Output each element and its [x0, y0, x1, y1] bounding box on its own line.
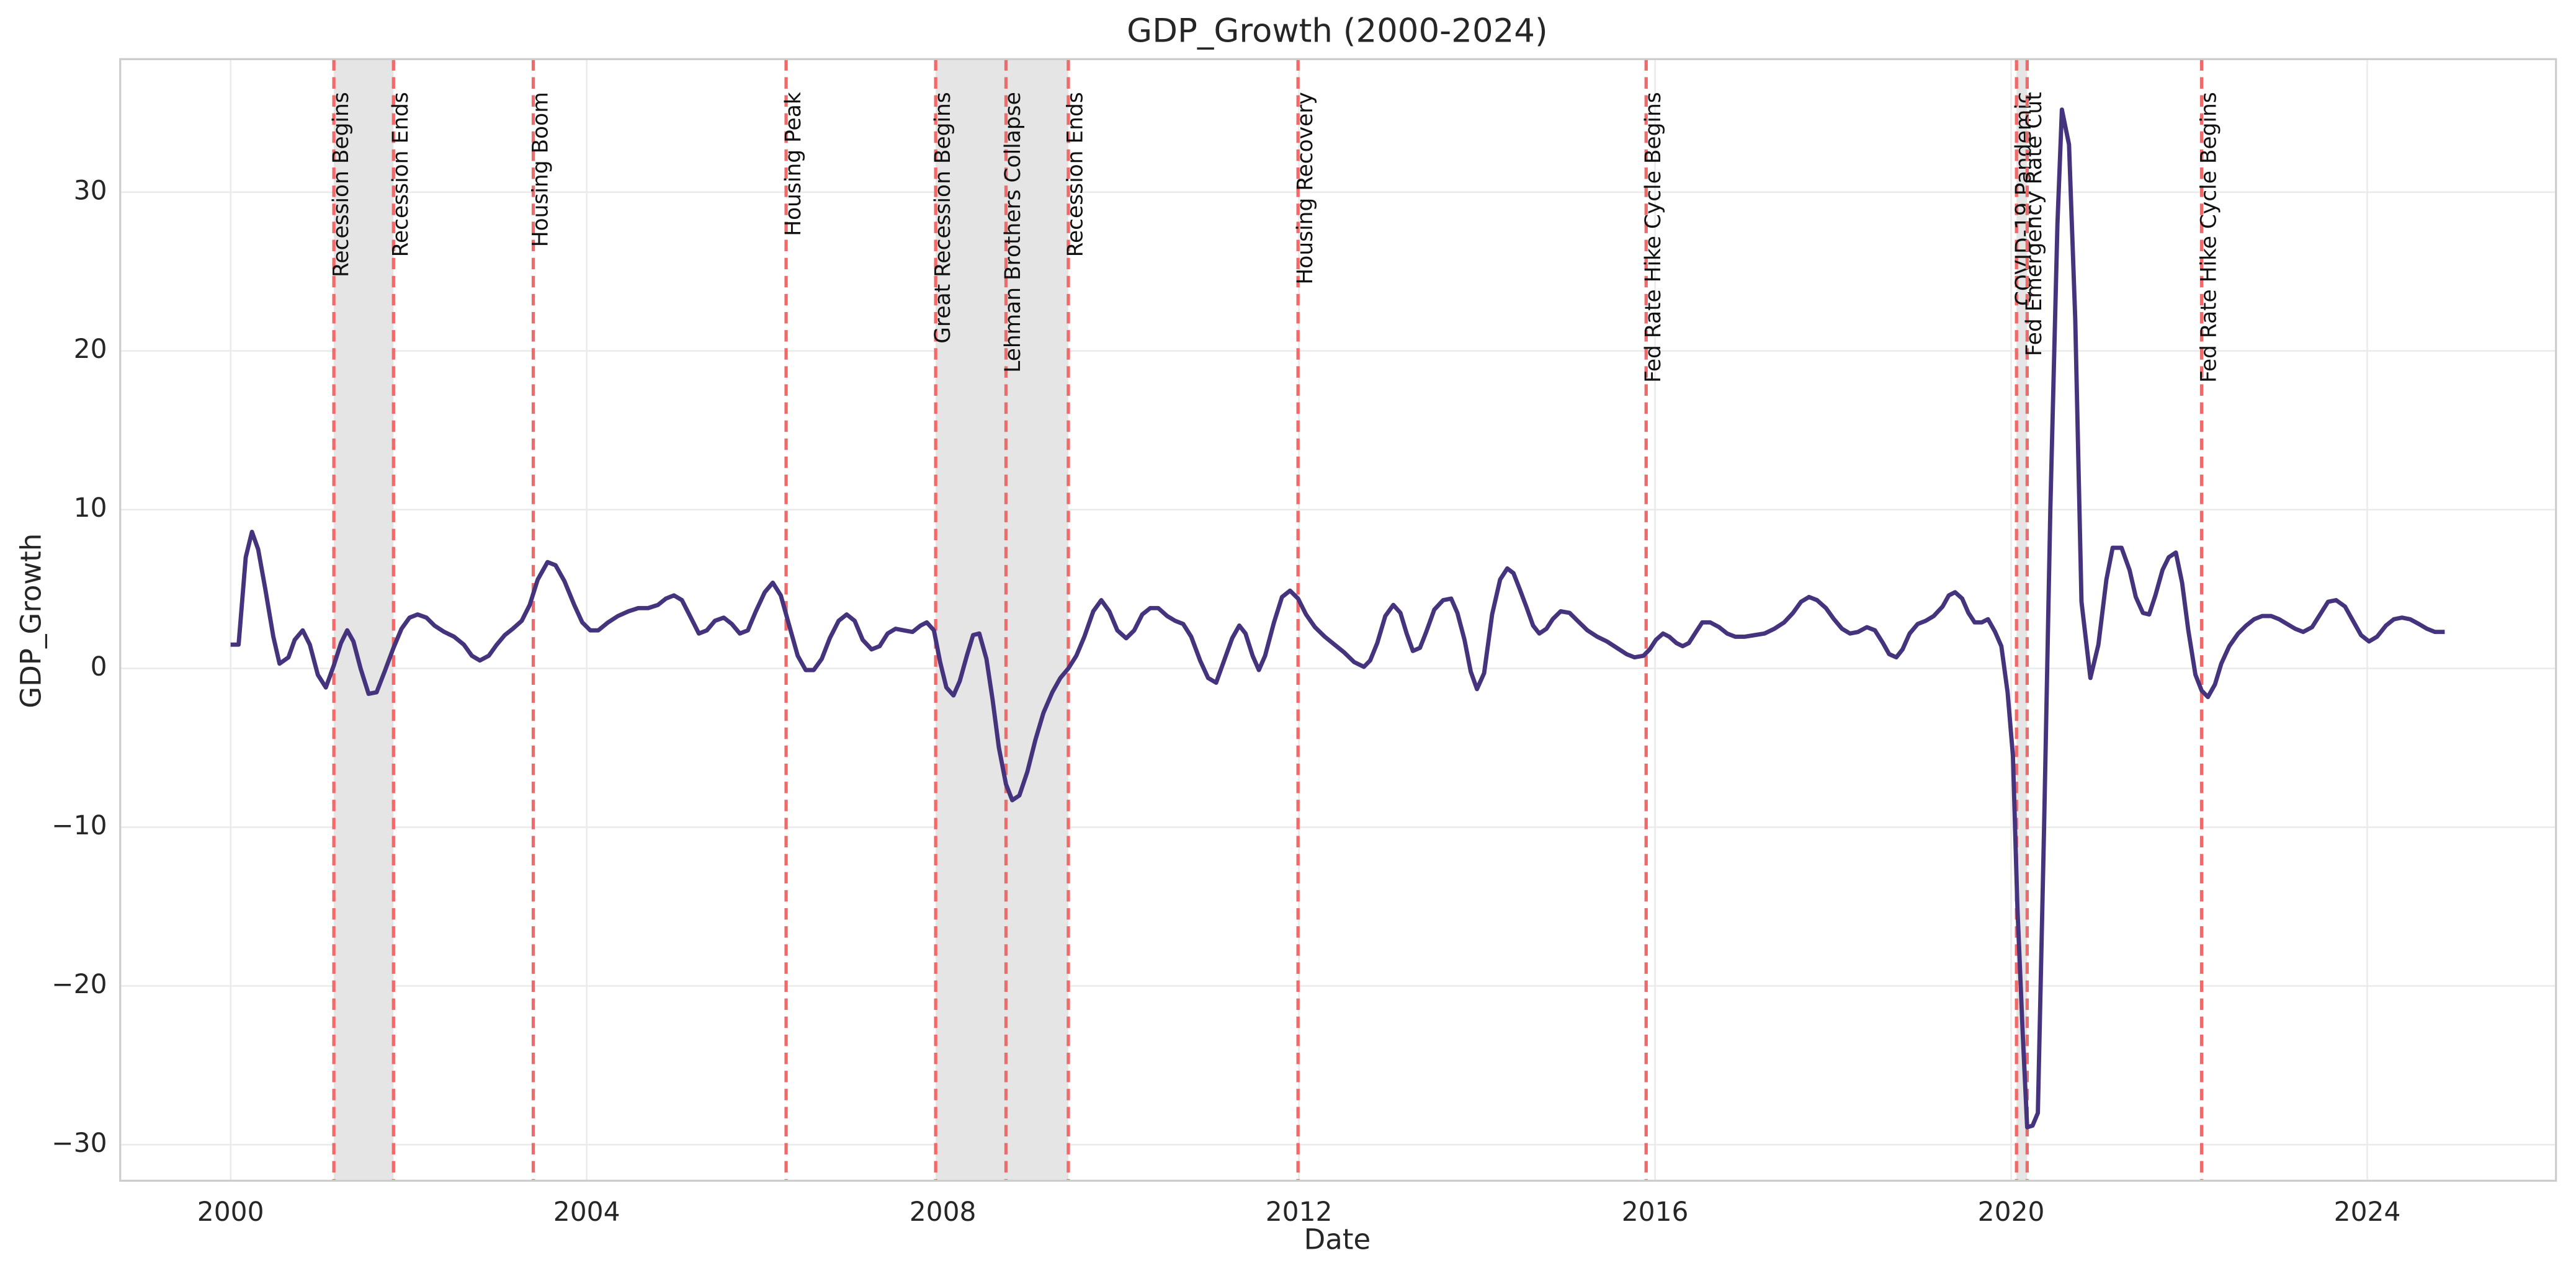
y-tick-label: −10 [51, 810, 107, 841]
shaded-periods [334, 59, 2028, 1181]
x-tick-label: 2016 [1622, 1197, 1689, 1227]
event-label: Great Recession Begins [931, 92, 955, 343]
x-axis-label: Date [1304, 1223, 1371, 1256]
y-tick-label: −30 [51, 1128, 107, 1158]
event-label: Fed Rate Hike Cycle Begins [1641, 92, 1666, 383]
event-label: Recession Ends [388, 92, 413, 257]
lines [230, 107, 2445, 1130]
event-label: Housing Peak [781, 92, 806, 236]
event-label: Fed Rate Hike Cycle Begins [2196, 92, 2221, 383]
y-tick-label: 10 [74, 493, 107, 523]
event-label: Recession Begins [329, 92, 354, 277]
event-label: Housing Boom [528, 92, 553, 247]
y-tick-label: 30 [74, 175, 107, 205]
y-axis-label: GDP_Growth [14, 533, 47, 708]
y-tick-label: 20 [74, 334, 107, 364]
data-line [230, 107, 2445, 1130]
y-tick-label: 0 [91, 651, 107, 682]
event-label: Fed Emergency Rate Cut [2022, 92, 2047, 356]
x-tick-label: 2020 [1978, 1197, 2045, 1227]
x-tick-label: 2004 [553, 1197, 620, 1227]
event-label: Housing Recovery [1293, 92, 1318, 284]
shaded-period [936, 59, 1068, 1181]
shaded-period [334, 59, 394, 1181]
x-tick-label: 2000 [197, 1197, 264, 1227]
event-label: Lehman Brothers Collapse [1001, 92, 1026, 373]
chart-title: GDP_Growth (2000-2024) [1127, 12, 1547, 50]
x-tick-label: 2012 [1266, 1197, 1333, 1227]
events: Recession Begins Recession Ends Housing Bo… [329, 59, 2221, 1181]
event-label: COVID-19 Pandemic [2011, 92, 2036, 306]
y-tick-label: −20 [51, 969, 107, 999]
x-tick-label: 2024 [2334, 1197, 2401, 1227]
plot-frame [119, 58, 2557, 1182]
x-tick-label: 2008 [910, 1197, 977, 1227]
ticks: −30 −20 −10 0 10 20 30 2000 2004 2008 2012 2016 2020… [51, 175, 2400, 1227]
event-label: Recession Ends [1063, 92, 1088, 257]
